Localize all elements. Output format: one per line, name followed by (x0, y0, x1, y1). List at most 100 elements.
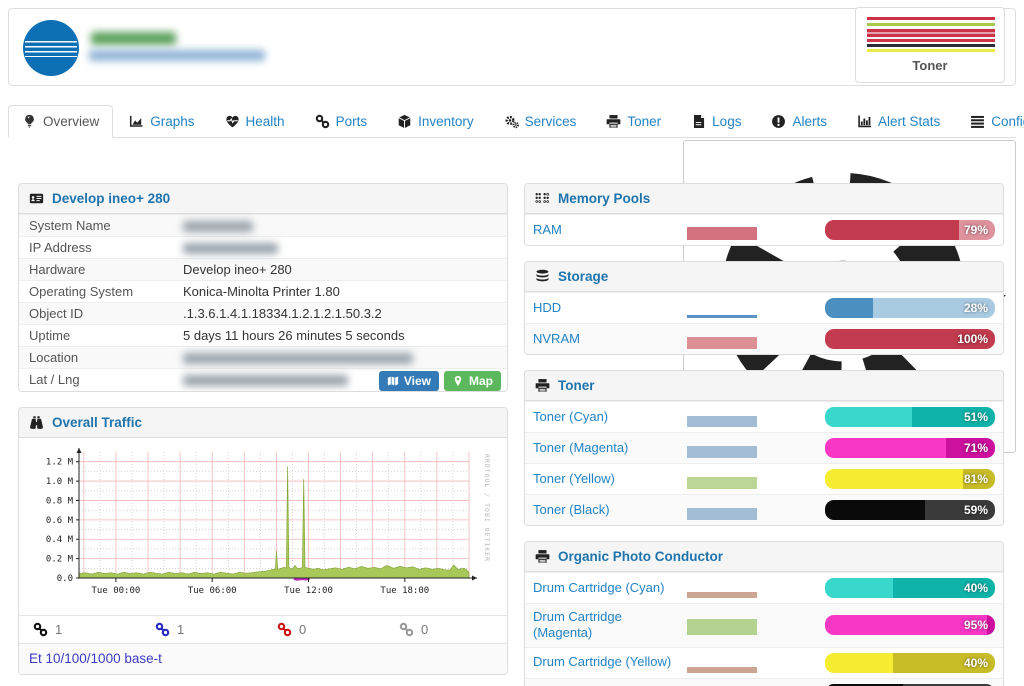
device-info-row: Location (19, 346, 507, 369)
tab-services[interactable]: Services (490, 105, 591, 138)
percent-bar: 51% (825, 407, 995, 427)
toner-graph-stripe (867, 20, 995, 23)
sensor-link[interactable]: NVRAM (533, 330, 580, 346)
toner-panel: Toner Toner (Cyan) 51% Toner (Magenta) 71% To… (524, 370, 1004, 526)
memory-pools-panel: Memory Pools RAM 79% (524, 183, 1004, 246)
sensor-mini-graph[interactable] (687, 653, 757, 673)
mini-graph-area (687, 416, 757, 427)
port-count: 0 (421, 621, 429, 637)
device-info-value (179, 215, 507, 237)
panel-title: Memory Pools (558, 191, 651, 206)
toner-graph-stripe (867, 42, 995, 44)
port-link-icon-disabled (399, 622, 414, 637)
device-subtitle-blurred (89, 50, 265, 61)
percent-bar-fill (825, 438, 946, 458)
blurred-value (183, 243, 278, 255)
percent-bar-rest (945, 438, 995, 458)
overall-traffic-graph[interactable]: 1.2 M 1.0 M 0.8 M 0.6 M 0.4 M 0.2 M 0.0 Tue 00:… (19, 438, 507, 615)
percent-bar: 40% (825, 578, 995, 598)
sensor-link[interactable]: Drum Cartridge (Cyan) (533, 579, 665, 595)
tab-config[interactable]: Config (956, 105, 1024, 138)
percent-value: 59% (963, 503, 988, 517)
toner-mini-graph-widget[interactable]: Toner (855, 7, 1005, 83)
device-info-header: Develop ineo+ 280 (19, 184, 507, 214)
device-hostname-blurred (91, 32, 176, 45)
ports-count-total[interactable]: 1 (19, 616, 141, 643)
sensor-link[interactable]: Drum Cartridge (Yellow) (533, 654, 672, 670)
tab-alert-stats[interactable]: Alert Stats (843, 105, 954, 138)
sensor-mini-graph[interactable] (687, 329, 757, 349)
sensor-link[interactable]: Toner (Black) (533, 501, 610, 517)
tab-health[interactable]: Health (211, 105, 299, 138)
toner-graph-stripe (867, 39, 995, 42)
percent-bar-fill (825, 407, 912, 427)
device-info-label: Lat / Lng (29, 372, 80, 388)
link-icon (315, 114, 330, 129)
ports-summary-row: 1 1 0 0 (19, 614, 507, 643)
sensor-mini-graph[interactable] (687, 220, 757, 240)
sensor-row: Drum Cartridge (Black)46% (525, 677, 1003, 686)
svg-text:Tue 00:00: Tue 00:00 (92, 586, 141, 596)
svg-text:0.2 M: 0.2 M (46, 554, 74, 564)
toner-graph-stripe (867, 47, 995, 49)
tab-overview[interactable]: Overview (8, 105, 114, 138)
tab-ports[interactable]: Ports (301, 105, 382, 138)
percent-bar-fill (825, 683, 904, 686)
device-info-label: Location (29, 350, 79, 365)
sensor-link[interactable]: Toner (Yellow) (533, 470, 615, 486)
sensor-mini-graph[interactable] (687, 615, 757, 636)
overall-traffic-title: Overall Traffic (52, 414, 143, 430)
sensor-link[interactable]: Drum Cartridge (Magenta) (533, 609, 622, 641)
percent-value: 40% (963, 655, 988, 670)
rrdtool-watermark: RRDTOOL / TOBI OETIKER (483, 454, 491, 562)
port-link[interactable]: Et 10/100/1000 base-t (29, 650, 162, 666)
percent-value: 100% (957, 332, 988, 346)
sensor-mini-graph[interactable] (687, 407, 757, 427)
sensor-link[interactable]: Toner (Cyan) (533, 408, 609, 424)
blurred-value (183, 353, 413, 365)
tab-alerts[interactable]: Alerts (757, 105, 841, 138)
toner-graph-stripe (867, 29, 995, 32)
sensor-link[interactable]: RAM (533, 221, 562, 237)
tab-inventory[interactable]: Inventory (383, 105, 488, 138)
mini-graph-area (687, 477, 757, 489)
show-map-button[interactable]: Map (444, 371, 501, 391)
overall-traffic-header: Overall Traffic (19, 407, 507, 438)
sensor-mini-graph[interactable] (687, 438, 757, 458)
ports-count-up[interactable]: 1 (141, 616, 263, 643)
device-info-value: Konica-Minolta Printer 1.80 (183, 284, 340, 299)
sensor-mini-graph[interactable] (687, 298, 757, 318)
sensor-mini-graph[interactable] (687, 500, 757, 520)
sensor-row: HDD 28% (525, 292, 1003, 323)
storage-panel: Storage HDD 28% NVRAM 100% (524, 261, 1004, 355)
tab-graphs[interactable]: Graphs (115, 105, 208, 138)
percent-bar-fill (825, 615, 987, 636)
ports-count-down[interactable]: 0 (263, 616, 385, 643)
toner-graph-stripe (867, 37, 995, 39)
view-location-button[interactable]: View (378, 371, 439, 391)
sensor-link[interactable]: HDD (533, 299, 562, 315)
percent-bar: 71% (825, 438, 995, 458)
sensor-mini-graph[interactable] (687, 469, 757, 489)
device-info-row: Operating System Konica-Minolta Printer 1… (19, 280, 507, 303)
tab-logs[interactable]: Logs (677, 105, 755, 138)
ports-count-disabled[interactable]: 0 (385, 616, 507, 643)
toner-graph-stripe (867, 44, 995, 47)
tab-toner[interactable]: Toner (592, 105, 675, 138)
device-info-row: IP Address (19, 236, 507, 259)
percent-bar-rest (959, 220, 995, 240)
port-count: 1 (55, 621, 63, 637)
percent-value: 51% (963, 410, 988, 424)
port-link-row: Et 10/100/1000 base-t (19, 642, 507, 674)
right-column: Memory Pools RAM 79% Storage HDD 28% NVRAM 100%… (524, 183, 1004, 686)
tab-label: Logs (712, 114, 742, 129)
device-info-value: Develop ineo+ 280 (183, 262, 292, 277)
panel-title: Toner (558, 378, 595, 393)
sensor-link[interactable]: Toner (Magenta) (533, 439, 629, 455)
tab-label: Ports (335, 114, 368, 129)
gears-icon (504, 114, 519, 129)
sensor-mini-graph[interactable] (687, 578, 757, 598)
toner-mini-graph[interactable] (867, 17, 995, 53)
organic-photo-conductor-panel: Organic Photo Conductor Drum Cartridge (C… (524, 541, 1004, 686)
percent-bar-fill (825, 220, 960, 240)
